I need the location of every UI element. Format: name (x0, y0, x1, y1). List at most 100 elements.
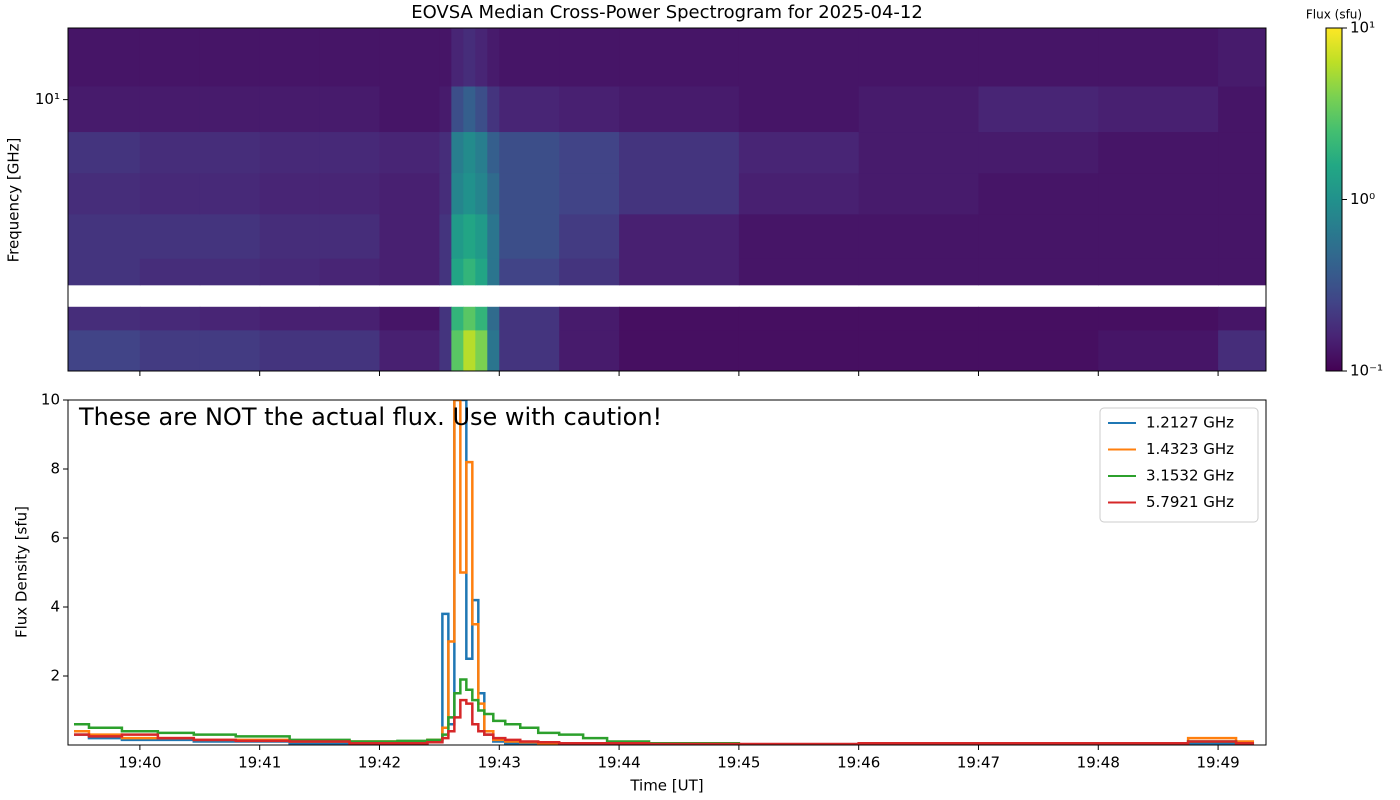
heatmap-cell (978, 172, 1099, 215)
heatmap-cell (499, 306, 560, 331)
heatmap-cell (475, 172, 488, 215)
heatmap-cell (463, 329, 476, 372)
heatmap-cell (379, 306, 440, 331)
heatmap-cell (499, 329, 560, 372)
heatmap-cell (139, 85, 201, 133)
heatmap-cell (559, 306, 620, 331)
heatmap-cell (559, 172, 620, 215)
heatmap-cell (738, 172, 860, 215)
legend-label: 5.7921 GHz (1146, 493, 1234, 511)
heatmap-cell (858, 85, 979, 133)
heatmap-cell (619, 306, 740, 331)
heatmap-cell (475, 28, 488, 87)
heatmap-cell (439, 28, 452, 87)
heatmap-cell (559, 213, 620, 259)
plot-area (73, 400, 1255, 745)
y-tick-label: 10 (41, 391, 60, 409)
heatmap-cell (319, 258, 380, 286)
heatmap-cell (199, 329, 261, 372)
x-tick-label: 19:47 (957, 754, 1000, 772)
heatmap-cell (451, 172, 464, 215)
heatmap-cell (259, 85, 321, 133)
heatmap-cell (463, 306, 476, 331)
heatmap-cell (451, 28, 464, 87)
heatmap-cell (499, 28, 560, 87)
heatmap-cell (499, 213, 560, 259)
heatmap-cell (858, 329, 979, 372)
heatmap-cell (559, 329, 620, 372)
heatmap-cell (1218, 306, 1267, 331)
heatmap-cell (139, 306, 201, 331)
heatmap-cell (451, 131, 464, 174)
y-tick-label: 4 (50, 598, 60, 616)
heatmap-cell (139, 329, 201, 372)
heatmap-cell (738, 85, 860, 133)
y-axis-label: Flux Density [sfu] (13, 506, 31, 638)
heatmap-cell (475, 329, 488, 372)
heatmap-cell (1218, 172, 1267, 215)
series-line (73, 698, 1255, 745)
heatmap-cell (259, 172, 321, 215)
y-tick-label: 10¹ (35, 90, 60, 108)
heatmap-cell (319, 329, 380, 372)
heatmap-cell (1218, 131, 1267, 174)
heatmap-cell (487, 213, 500, 259)
heatmap-cell (559, 85, 620, 133)
heatmap-cell (475, 131, 488, 174)
heatmap-cell (1218, 213, 1267, 259)
x-tick-label: 19:43 (478, 754, 521, 772)
heatmap-cell (463, 131, 476, 174)
x-axis-label: Time [UT] (629, 777, 703, 795)
heatmap-cell (978, 213, 1099, 259)
x-tick-label: 19:40 (118, 754, 161, 772)
heatmap-cell (487, 329, 500, 372)
heatmap-cell (619, 213, 740, 259)
heatmap-cell (738, 306, 860, 331)
heatmap-cell (139, 28, 201, 87)
heatmap-cell (738, 213, 860, 259)
heatmap-cell (499, 131, 560, 174)
legend-label: 1.4323 GHz (1146, 440, 1234, 458)
heatmap-cell (199, 85, 261, 133)
heatmap-cell (978, 85, 1099, 133)
y-tick-label: 2 (50, 667, 60, 685)
heatmap-cell (259, 306, 321, 331)
heatmap-cell (439, 172, 452, 215)
heatmap-cell (978, 306, 1099, 331)
heatmap-cell (439, 258, 452, 286)
heatmap-cell (259, 258, 321, 286)
heatmap-cell (463, 213, 476, 259)
heatmap-cell (68, 306, 141, 331)
heatmap-cell (475, 213, 488, 259)
heatmap-cell (738, 131, 860, 174)
heatmap-cell (451, 306, 464, 331)
heatmap-cell (68, 28, 141, 87)
heatmap-cell (139, 258, 201, 286)
heatmap-cell (319, 131, 380, 174)
y-tick-label: 6 (50, 529, 60, 547)
heatmap-cell (487, 28, 500, 87)
series-line (73, 400, 1255, 745)
heatmap-cell (978, 329, 1099, 372)
series-line (73, 678, 1255, 745)
heatmap-cell (319, 306, 380, 331)
heatmap-cell (978, 28, 1099, 87)
heatmap-cell (858, 131, 979, 174)
heatmap-cell (199, 306, 261, 331)
x-tick-label: 19:44 (597, 754, 640, 772)
heatmap-cell (858, 306, 979, 331)
heatmap-cell (619, 258, 740, 286)
heatmap-cell (463, 172, 476, 215)
heatmap-cell (1098, 258, 1219, 286)
heatmap-cell (379, 258, 440, 286)
heatmap-cell (439, 85, 452, 133)
heatmap-cell (259, 213, 321, 259)
heatmap-cell (451, 258, 464, 286)
heatmap-cell (463, 28, 476, 87)
heatmap-cell (858, 28, 979, 87)
heatmap-cell (451, 213, 464, 259)
heatmap-cell (379, 172, 440, 215)
colorbar-tick-label: 10⁻¹ (1350, 362, 1383, 380)
colorbar-tick-label: 10⁰ (1350, 190, 1375, 208)
